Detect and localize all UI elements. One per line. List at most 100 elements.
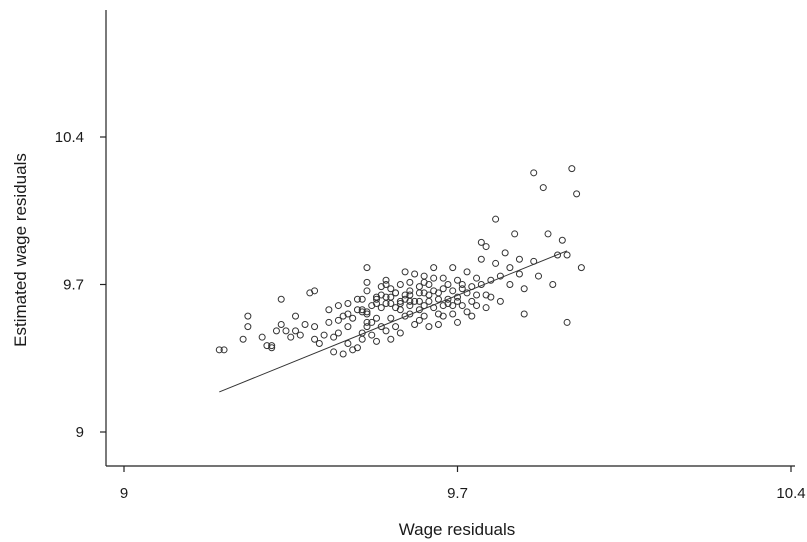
- data-point: [339, 350, 347, 358]
- data-point: [373, 314, 381, 322]
- x-tick-label: 9.7: [447, 485, 468, 502]
- data-point: [444, 281, 452, 288]
- data-point: [501, 249, 509, 257]
- data-point: [425, 297, 433, 305]
- data-point: [439, 312, 447, 320]
- data-point: [349, 314, 357, 322]
- data-point: [311, 323, 319, 331]
- data-point: [396, 306, 404, 314]
- data-point: [363, 278, 371, 286]
- data-point: [215, 346, 223, 354]
- data-point: [496, 272, 504, 280]
- data-point: [449, 287, 457, 295]
- data-point: [473, 302, 481, 310]
- data-point: [492, 215, 500, 223]
- data-point: [415, 297, 423, 305]
- data-point: [454, 297, 461, 305]
- data-point: [258, 333, 266, 341]
- data-point: [292, 312, 300, 320]
- data-point: [487, 276, 495, 284]
- data-point: [382, 281, 390, 288]
- data-point: [458, 281, 466, 288]
- data-point: [353, 295, 361, 303]
- x-axis-ticks: 9 9.7 10.4: [120, 466, 806, 502]
- data-point: [439, 285, 447, 293]
- data-point: [282, 327, 290, 335]
- data-point: [430, 304, 438, 312]
- data-point: [554, 251, 562, 259]
- data-point: [363, 287, 371, 295]
- data-point: [382, 293, 390, 301]
- data-point: [401, 268, 409, 276]
- data-point: [296, 331, 304, 339]
- data-point: [468, 312, 476, 320]
- data-point: [411, 297, 419, 305]
- data-point: [454, 293, 461, 301]
- data-point: [434, 295, 442, 303]
- data-point: [563, 251, 571, 259]
- data-point: [473, 274, 481, 282]
- y-tick-label: 9: [76, 424, 84, 441]
- data-point: [463, 308, 471, 316]
- data-point: [387, 335, 395, 343]
- data-point: [468, 297, 476, 305]
- data-point: [430, 264, 438, 272]
- data-point: [511, 230, 519, 238]
- data-point: [368, 331, 376, 339]
- data-point: [277, 295, 285, 303]
- data-point: [520, 285, 528, 293]
- data-point: [311, 335, 319, 343]
- data-point: [530, 257, 538, 265]
- data-point: [477, 281, 485, 288]
- data-point: [454, 318, 461, 326]
- data-point: [420, 302, 428, 310]
- data-point: [330, 348, 338, 356]
- data-point: [477, 238, 485, 246]
- data-point: [387, 314, 395, 322]
- data-point: [482, 304, 490, 312]
- data-point: [449, 264, 457, 272]
- data-point: [325, 318, 333, 326]
- data-point: [358, 295, 366, 303]
- data-point: [406, 287, 414, 295]
- data-point: [420, 272, 428, 280]
- data-point: [353, 344, 361, 352]
- data-point: [439, 274, 447, 282]
- data-point: [339, 312, 347, 320]
- data-point: [382, 327, 390, 335]
- data-point: [287, 333, 295, 341]
- data-point: [272, 327, 280, 335]
- data-point: [334, 302, 342, 310]
- data-point: [334, 316, 342, 324]
- data-point: [539, 184, 547, 192]
- data-point: [334, 329, 342, 337]
- data-point: [487, 293, 495, 301]
- data-point: [573, 190, 581, 198]
- data-point: [377, 323, 385, 331]
- data-point: [392, 289, 400, 297]
- data-point: [415, 316, 423, 324]
- data-point: [434, 321, 442, 329]
- data-point: [387, 285, 395, 293]
- data-point: [377, 304, 385, 312]
- data-points: [215, 165, 585, 358]
- data-point: [411, 270, 419, 278]
- data-point: [458, 285, 466, 293]
- data-point: [482, 243, 490, 251]
- data-point: [463, 289, 471, 297]
- x-tick-label: 9: [120, 485, 128, 502]
- data-point: [268, 344, 276, 352]
- data-point: [496, 297, 504, 305]
- data-point: [544, 230, 552, 238]
- data-point: [268, 342, 276, 350]
- data-point: [315, 340, 323, 347]
- data-point: [515, 270, 523, 278]
- data-point: [425, 281, 433, 288]
- data-point: [325, 306, 333, 314]
- data-point: [444, 295, 452, 303]
- data-point: [358, 335, 366, 343]
- data-point: [515, 255, 523, 263]
- data-point: [363, 318, 371, 326]
- data-point: [568, 165, 576, 173]
